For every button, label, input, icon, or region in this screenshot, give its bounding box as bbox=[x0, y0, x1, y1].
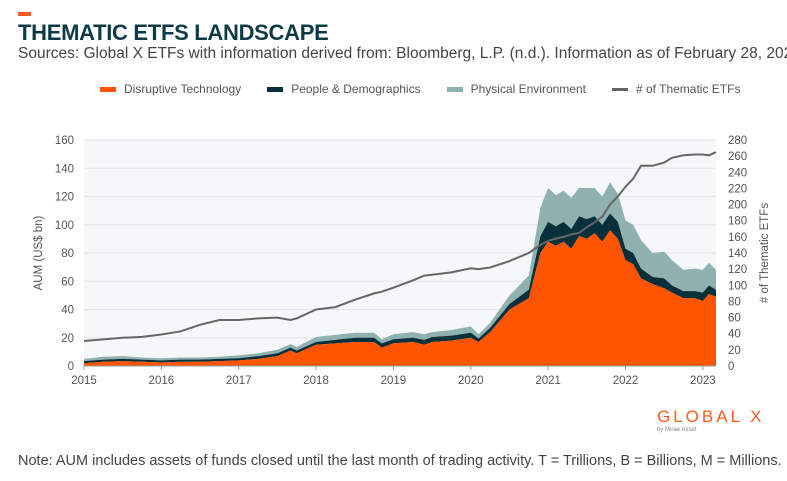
legend-label: # of Thematic ETFs bbox=[635, 82, 741, 96]
y-tick-label: 60 bbox=[61, 276, 74, 288]
legend-swatch-disruptive bbox=[100, 86, 116, 92]
y2-tick-label: 280 bbox=[728, 135, 747, 147]
title-accent-bar bbox=[18, 12, 31, 16]
y2-tick-label: 20 bbox=[728, 345, 741, 357]
y-tick-label: 140 bbox=[55, 163, 74, 175]
legend-swatch-count bbox=[611, 87, 628, 91]
y2-tick-label: 120 bbox=[728, 264, 747, 276]
x-tick-label: 2016 bbox=[149, 375, 175, 387]
area-disruptive-technology bbox=[84, 230, 716, 366]
y-tick-label: 80 bbox=[61, 248, 74, 260]
x-tick-label: 2018 bbox=[303, 375, 329, 387]
x-tick-label: 2020 bbox=[458, 375, 484, 387]
y2-tick-label: 60 bbox=[728, 313, 741, 325]
y2-tick-label: 260 bbox=[728, 151, 747, 163]
legend-physical: Physical Environment bbox=[446, 82, 586, 96]
y-tick-label: 100 bbox=[55, 220, 74, 232]
y-tick-label: 40 bbox=[61, 305, 74, 317]
line-thematic-etf-count bbox=[83, 151, 717, 342]
x-tick-label: 2017 bbox=[226, 375, 252, 387]
x-tick-label: 2019 bbox=[381, 375, 407, 387]
logo-subtitle: by Mirae Asset bbox=[657, 427, 697, 433]
legend-disruptive: Disruptive Technology bbox=[100, 82, 241, 96]
y-tick-label: 20 bbox=[61, 333, 74, 345]
y2-tick-label: 200 bbox=[728, 200, 747, 212]
y2-tick-label: 0 bbox=[728, 361, 734, 373]
x-tick-label: 2022 bbox=[613, 375, 639, 387]
x-tick-label: 2021 bbox=[535, 375, 561, 387]
y2-tick-label: 240 bbox=[728, 167, 747, 179]
x-tick-label: 2023 bbox=[690, 375, 716, 387]
legend-swatch-people bbox=[267, 86, 284, 92]
global-x-logo: GLOBAL X bbox=[657, 407, 765, 426]
y2-tick-label: 180 bbox=[728, 216, 747, 228]
y-tick-label: 0 bbox=[68, 361, 74, 373]
legend-people: People & Demographics bbox=[267, 82, 421, 96]
y2-tick-label: 160 bbox=[728, 232, 747, 244]
x-tick-label: 2015 bbox=[71, 375, 97, 387]
y-tick-label: 120 bbox=[55, 192, 74, 204]
y2-tick-label: 140 bbox=[728, 248, 747, 260]
legend-label: Physical Environment bbox=[470, 82, 586, 96]
y2-tick-label: 80 bbox=[728, 296, 741, 308]
legend-label: Disruptive Technology bbox=[124, 82, 242, 96]
legend-count: # of Thematic ETFs bbox=[611, 82, 741, 96]
y2-tick-label: 100 bbox=[728, 280, 747, 292]
y-axis-label: AUM (US$ bn) bbox=[33, 215, 45, 290]
sources-subtitle: Sources: Global X ETFs with information … bbox=[18, 45, 787, 62]
y2-tick-label: 40 bbox=[728, 329, 741, 341]
legend-label: People & Demographics bbox=[291, 82, 421, 96]
y2-axis-label: # of Thematic ETFs bbox=[759, 203, 771, 303]
y-tick-label: 160 bbox=[55, 135, 74, 147]
legend-swatch-physical bbox=[446, 86, 463, 92]
footnote: Note: AUM includes assets of funds close… bbox=[18, 453, 782, 469]
chart-legend: Disruptive Technology People & Demograph… bbox=[100, 82, 740, 96]
y2-tick-label: 220 bbox=[728, 183, 747, 195]
page-title: THEMATIC ETFS LANDSCAPE bbox=[18, 20, 329, 45]
